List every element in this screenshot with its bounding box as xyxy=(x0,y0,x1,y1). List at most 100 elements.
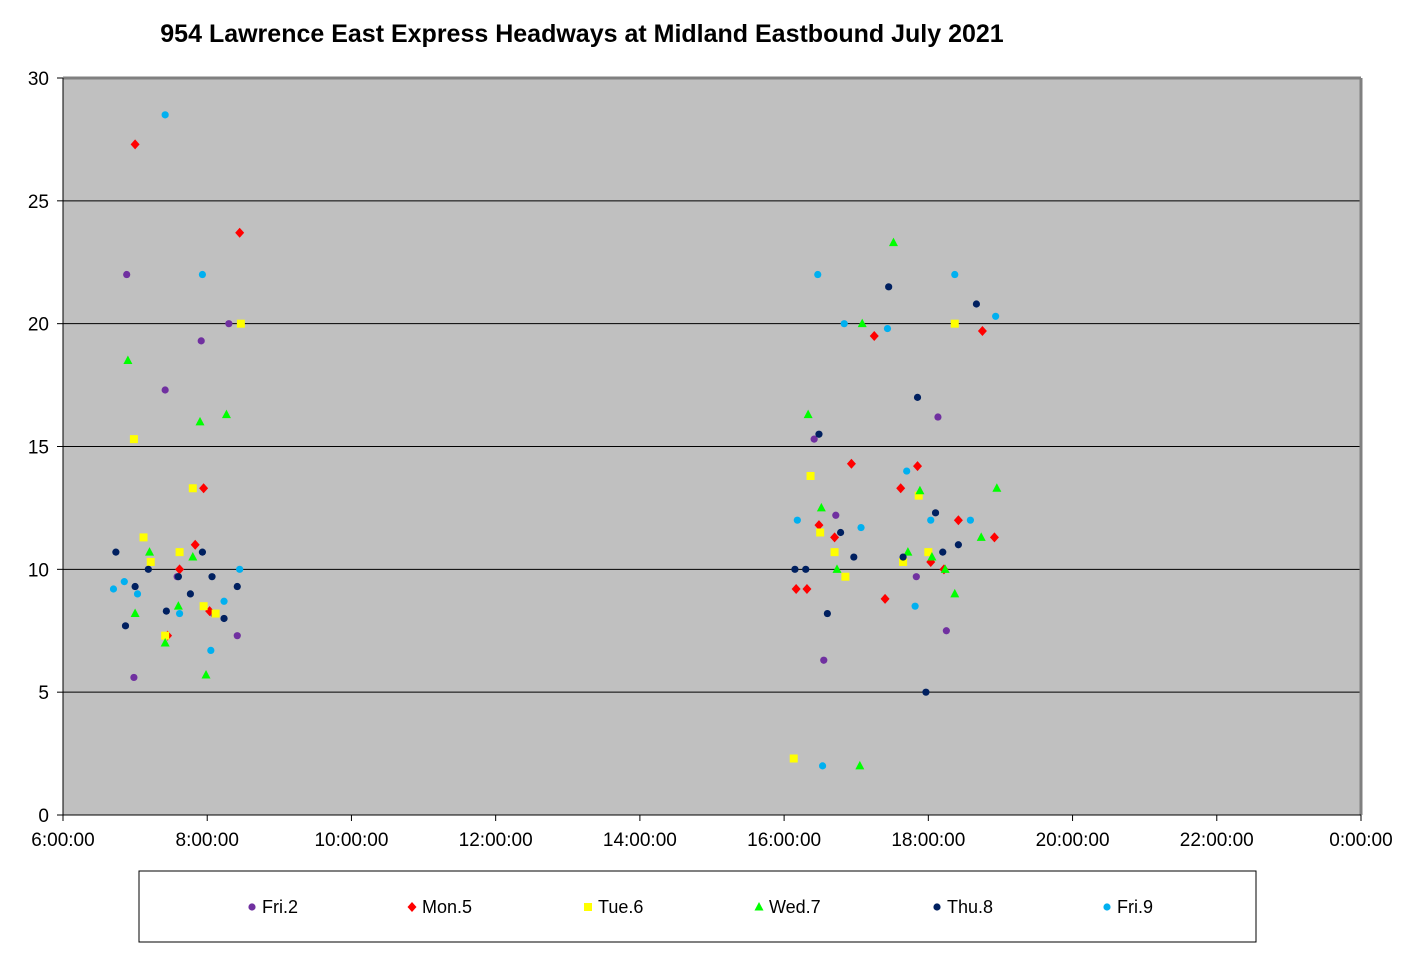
legend-entry: Fri.9 xyxy=(1103,897,1153,917)
data-point xyxy=(198,548,207,556)
data-point xyxy=(791,583,801,594)
data-point xyxy=(199,483,209,494)
data-point xyxy=(972,300,981,308)
legend-entry: Tue.6 xyxy=(584,897,643,917)
series-thu-8 xyxy=(112,283,981,696)
data-point xyxy=(940,564,950,573)
data-point xyxy=(953,515,963,526)
data-point xyxy=(220,614,228,623)
data-point xyxy=(810,435,818,443)
data-point xyxy=(791,565,799,573)
data-point xyxy=(934,413,942,421)
data-point xyxy=(903,467,911,475)
chart-title: 954 Lawrence East Express Headways at Mi… xyxy=(160,20,1004,48)
data-point xyxy=(939,548,947,556)
data-point xyxy=(841,572,850,581)
data-point xyxy=(198,270,207,279)
data-point xyxy=(188,484,197,493)
data-point xyxy=(130,608,140,618)
data-point xyxy=(832,564,842,573)
legend-marker xyxy=(1103,903,1111,911)
data-point xyxy=(816,528,825,537)
data-point xyxy=(830,532,840,543)
data-point xyxy=(914,491,923,500)
data-point xyxy=(146,557,155,566)
x-tick-label: 10:00:00 xyxy=(314,830,388,851)
data-point xyxy=(173,601,183,610)
x-tick-label: 14:00:00 xyxy=(603,830,677,851)
data-point xyxy=(977,326,987,337)
data-point xyxy=(789,754,798,763)
data-point xyxy=(109,585,118,593)
data-point xyxy=(989,532,999,543)
data-point xyxy=(233,582,241,591)
data-point xyxy=(175,609,184,618)
data-point xyxy=(880,593,890,604)
data-point xyxy=(912,573,920,581)
data-point xyxy=(161,386,169,394)
data-point xyxy=(899,553,907,561)
legend-entry: Thu.8 xyxy=(933,897,993,917)
data-point xyxy=(903,547,913,556)
data-point xyxy=(186,590,194,598)
x-tick-label: 12:00:00 xyxy=(459,830,533,851)
y-tick-label: 20 xyxy=(28,315,49,336)
data-point xyxy=(195,416,205,426)
legend-entry: Wed.7 xyxy=(754,897,821,917)
legend-label: Tue.6 xyxy=(598,897,643,917)
legend-label: Mon.5 xyxy=(422,897,472,917)
data-point xyxy=(174,573,182,581)
legend-entry: Fri.2 xyxy=(248,897,298,917)
data-point xyxy=(803,409,813,419)
data-point xyxy=(235,227,245,238)
data-point xyxy=(175,548,184,557)
data-point xyxy=(931,509,940,517)
data-point xyxy=(857,523,865,532)
data-point xyxy=(924,548,933,557)
axes-group: 0 5 10 15 20 25 30 6:00:00 8:00:00 10:00:00 12:00:… xyxy=(28,69,1393,851)
data-point xyxy=(144,565,152,573)
series-wed-7 xyxy=(123,237,1002,770)
data-point xyxy=(806,471,815,480)
y-tick-label: 25 xyxy=(28,192,49,213)
legend-label: Thu.8 xyxy=(947,897,993,917)
data-point xyxy=(915,485,925,495)
data-point xyxy=(966,516,974,524)
data-point xyxy=(814,270,822,279)
data-point xyxy=(823,609,831,618)
data-point xyxy=(830,548,839,557)
data-point xyxy=(190,539,200,550)
data-point xyxy=(131,582,139,591)
data-point xyxy=(123,270,131,279)
data-point xyxy=(950,588,960,598)
legend-marker xyxy=(584,903,592,911)
data-point xyxy=(161,631,170,640)
series-tue-6 xyxy=(129,319,959,763)
data-point xyxy=(899,557,908,566)
data-point xyxy=(161,111,169,119)
data-point xyxy=(869,330,879,341)
data-point xyxy=(815,430,823,438)
data-point xyxy=(130,673,138,682)
data-point xyxy=(236,319,245,328)
y-tick-label: 5 xyxy=(38,683,49,704)
data-point xyxy=(220,597,228,605)
plot-area-group xyxy=(63,78,1361,815)
data-point xyxy=(913,461,923,472)
data-point xyxy=(160,638,170,647)
data-point xyxy=(832,511,840,519)
data-point xyxy=(802,583,812,594)
legend-entry: Mon.5 xyxy=(407,897,472,917)
data-point xyxy=(188,552,198,561)
data-point xyxy=(199,602,208,611)
data-point xyxy=(793,516,801,524)
data-point xyxy=(221,409,231,419)
y-tick-label: 0 xyxy=(38,806,49,827)
data-point xyxy=(888,237,898,247)
data-point xyxy=(802,565,810,573)
legend-marker xyxy=(754,902,764,911)
data-point xyxy=(913,393,922,401)
data-point xyxy=(112,548,120,556)
data-point xyxy=(123,355,133,365)
data-point xyxy=(992,312,1000,320)
